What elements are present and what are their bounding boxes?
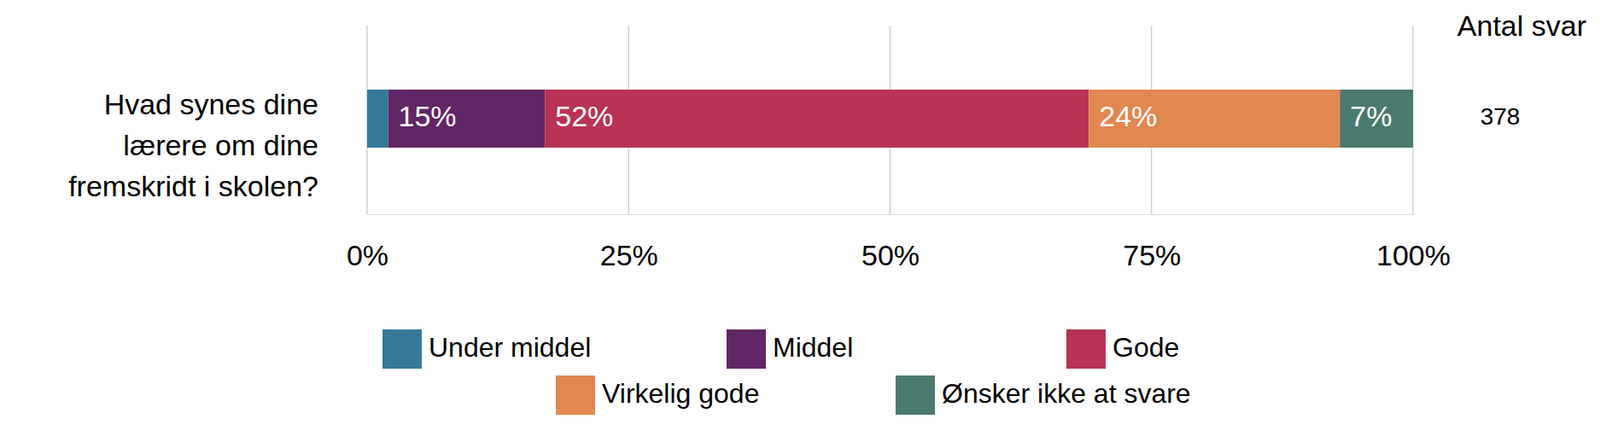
tick: 50%: [861, 214, 920, 272]
legend-label: Middel: [772, 332, 853, 363]
data-label: 15%: [398, 99, 457, 133]
legend-swatch: [726, 329, 766, 369]
bar-segment: [388, 89, 546, 148]
legend-label: Ønsker ikke at svare: [941, 378, 1192, 409]
legend-swatch: [382, 329, 422, 369]
bar-segment: [1339, 89, 1414, 148]
tick: 75%: [1122, 214, 1181, 272]
chart: 0% 25% 50% 75% 100% Hvad synes dinelærere om …: [0, 0, 1600, 425]
x-axis: 0% 25% 50% 75% 100%: [346, 214, 1451, 272]
axis-line: [367, 214, 1414, 216]
tick: 100%: [1376, 214, 1451, 272]
data-label: 7%: [1349, 99, 1392, 133]
data-label: 52%: [554, 99, 614, 133]
tick: 25%: [600, 214, 659, 272]
legend: Under middel Middel Gode Virkelig gode Ønske…: [382, 329, 1192, 415]
data-labels: 15% 52% 24% 7%: [398, 99, 1393, 133]
legend-swatch: [1066, 329, 1106, 369]
grid: [367, 25, 1414, 215]
total-count: 378: [1480, 103, 1521, 130]
tick-label: 25%: [600, 239, 659, 272]
bars: [367, 89, 1414, 148]
tick-label: 75%: [1122, 239, 1181, 272]
category-label: Hvad synes dinelærere om dinefremskridt …: [68, 87, 319, 203]
tick-label: 100%: [1376, 239, 1451, 272]
legend-swatch: [555, 375, 596, 415]
legend-swatch: [895, 375, 935, 415]
bar-segment: [1088, 89, 1340, 148]
bar-segment: [544, 89, 1089, 148]
data-label: 24%: [1098, 99, 1157, 133]
tick-label: 50%: [861, 239, 920, 272]
totals-title: Antal svar: [1457, 9, 1587, 42]
bar-segment: [367, 89, 389, 148]
legend-label: Gode: [1112, 332, 1180, 363]
legend-label: Virkelig gode: [601, 378, 760, 409]
tick: 0%: [346, 214, 389, 272]
category-labels: Hvad synes dinelærere om dinefremskridt …: [68, 87, 319, 203]
tick-label: 0%: [346, 239, 389, 272]
legend-label: Under middel: [428, 332, 591, 363]
